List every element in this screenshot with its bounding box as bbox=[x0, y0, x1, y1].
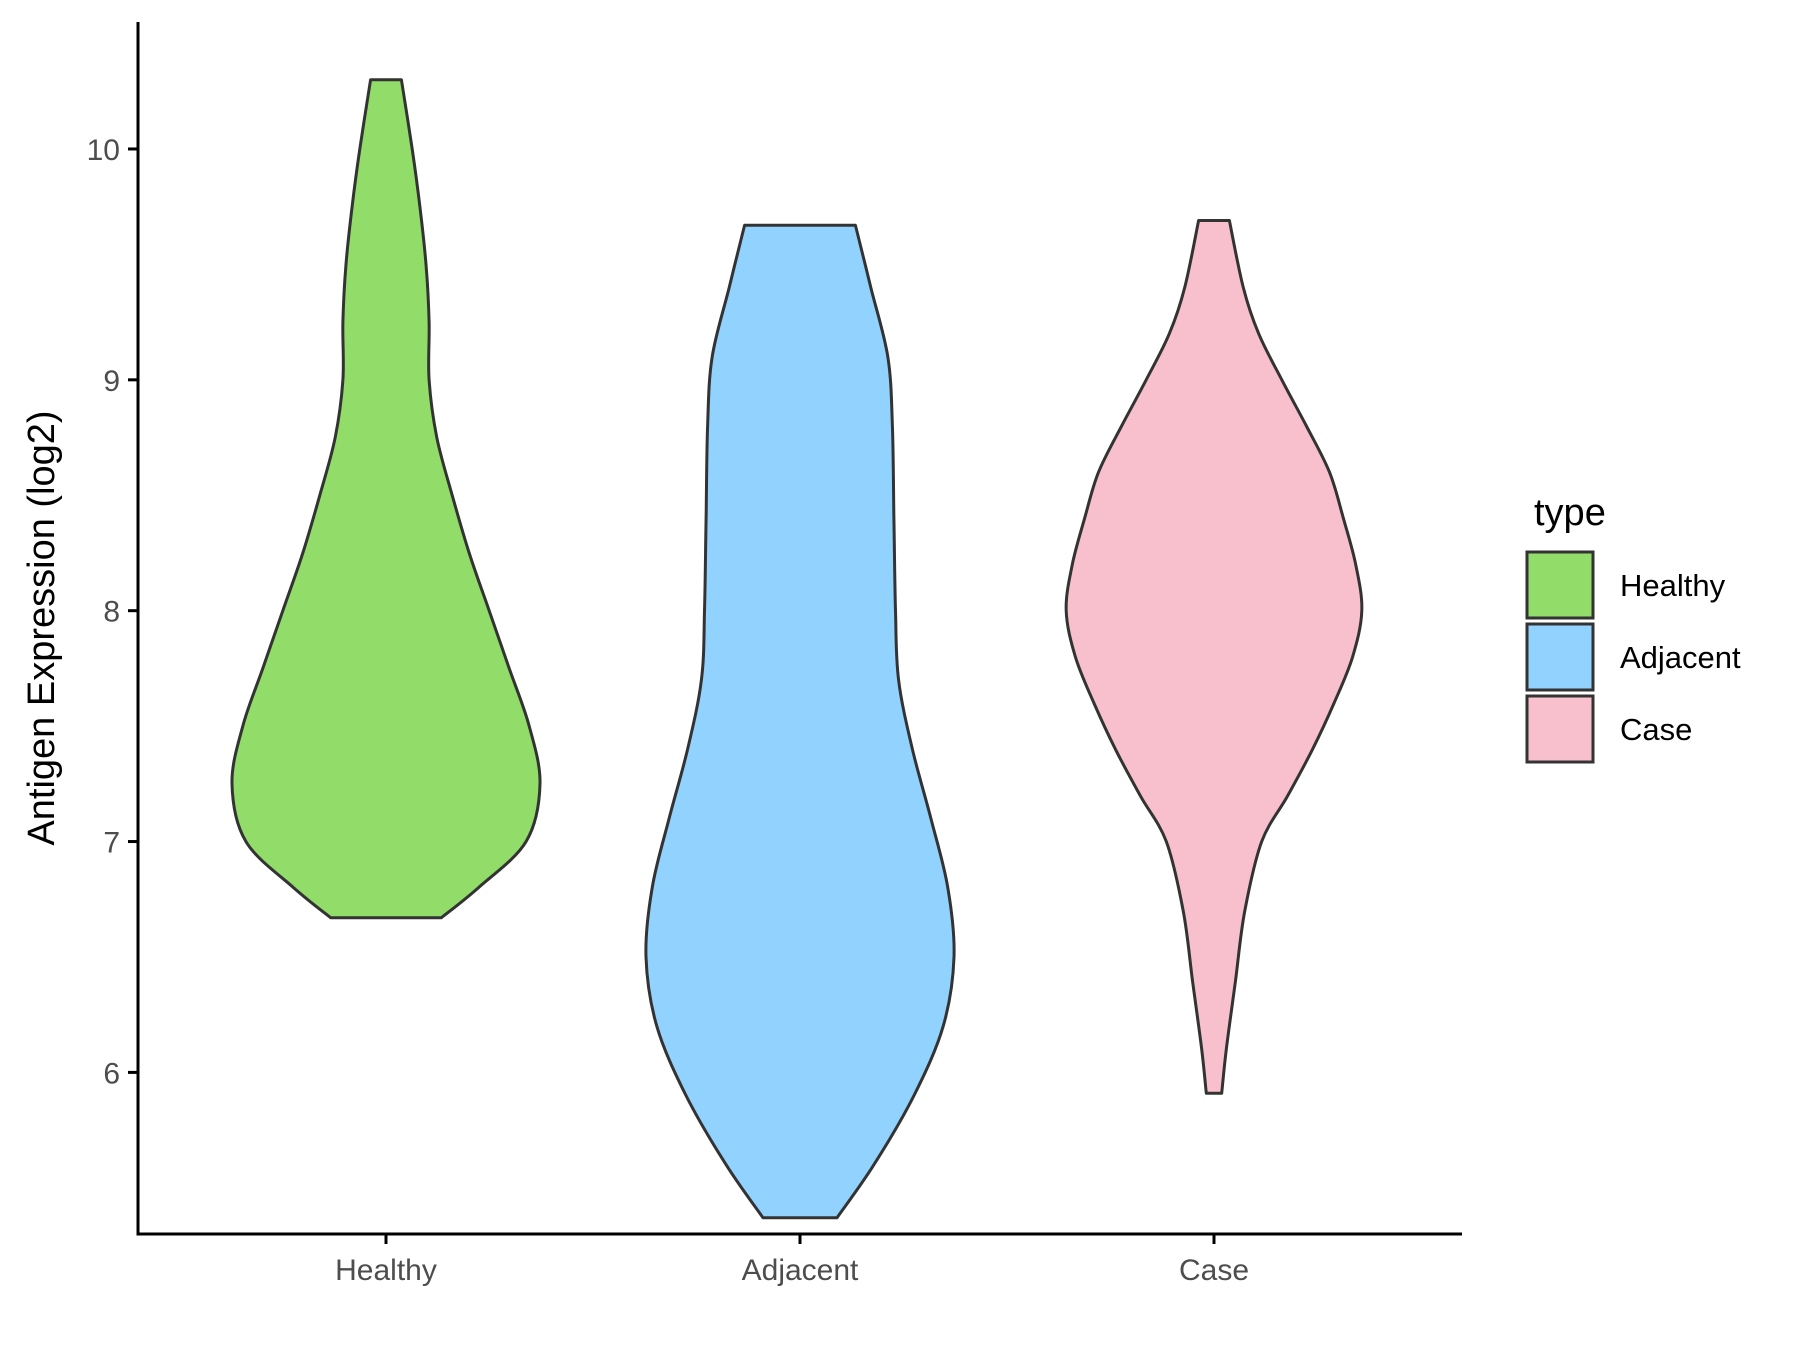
x-ticks: Healthy Adjacent Case bbox=[335, 1234, 1249, 1287]
y-tick-label-10: 10 bbox=[87, 134, 120, 167]
x-tick-label-healthy: Healthy bbox=[335, 1254, 437, 1287]
x-tick-label-adjacent: Adjacent bbox=[742, 1254, 859, 1287]
legend: type Healthy Adjacent Case bbox=[1525, 492, 1741, 764]
y-tick-label-8: 8 bbox=[103, 596, 120, 629]
y-tick-label-9: 9 bbox=[103, 365, 120, 398]
violin-case bbox=[1064, 219, 1364, 1095]
violins bbox=[230, 78, 1364, 1220]
legend-title: type bbox=[1534, 492, 1606, 534]
legend-label-adjacent: Adjacent bbox=[1620, 640, 1741, 675]
legend-key-case bbox=[1525, 694, 1595, 764]
x-tick-label-case: Case bbox=[1179, 1254, 1249, 1287]
y-tick-label-6: 6 bbox=[103, 1057, 120, 1090]
legend-label-healthy: Healthy bbox=[1620, 568, 1726, 603]
violin-healthy bbox=[230, 78, 542, 920]
y-tick-label-7: 7 bbox=[103, 827, 120, 860]
legend-label-case: Case bbox=[1620, 712, 1692, 747]
plot-area: 6 7 8 9 10 Healthy Adjacent Case bbox=[87, 22, 1462, 1287]
y-axis-title: Antigen Expression (log2) bbox=[21, 410, 63, 845]
violin-adjacent bbox=[644, 223, 956, 1220]
legend-key-adjacent bbox=[1525, 622, 1595, 692]
y-ticks: 6 7 8 9 10 bbox=[87, 134, 138, 1090]
legend-key-healthy bbox=[1525, 550, 1595, 620]
